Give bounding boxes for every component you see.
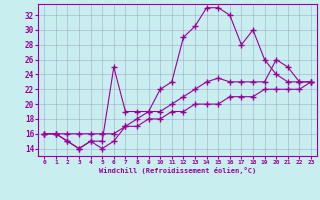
X-axis label: Windchill (Refroidissement éolien,°C): Windchill (Refroidissement éolien,°C) — [99, 167, 256, 174]
